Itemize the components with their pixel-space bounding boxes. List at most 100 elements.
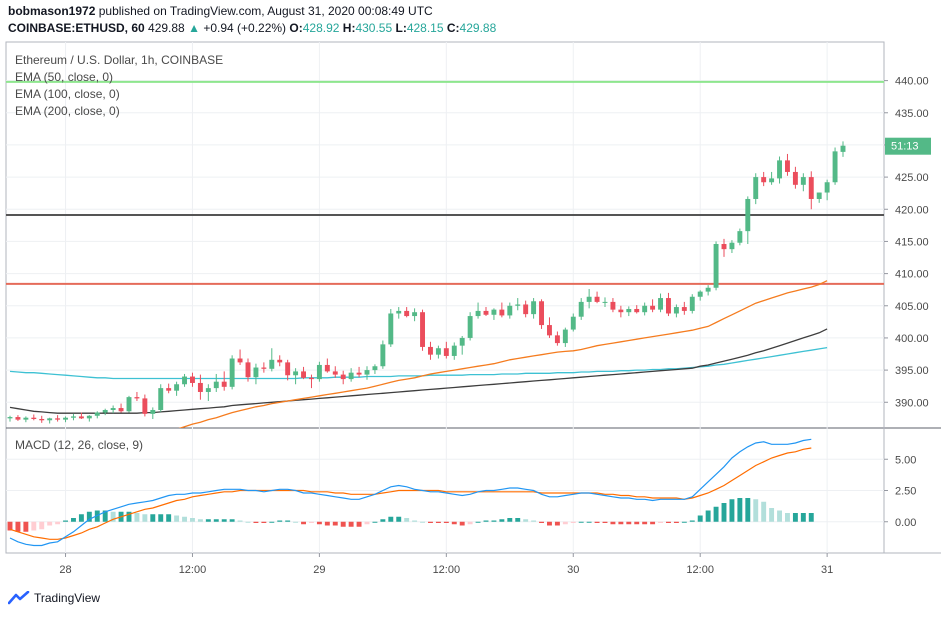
macd-histogram-bar — [435, 521, 441, 523]
candle-body — [586, 296, 592, 302]
candle-body — [166, 388, 172, 391]
candle-body — [737, 231, 743, 243]
candle-body — [824, 182, 830, 193]
candle-body — [309, 377, 314, 380]
candle-body — [618, 309, 624, 313]
macd-histogram-bar — [713, 506, 719, 522]
candle-body — [277, 359, 283, 363]
header-published-line: bobmason1972 published on TradingView.co… — [8, 4, 433, 18]
macd-histogram-bar — [348, 521, 354, 527]
macd-histogram-bar — [562, 521, 568, 525]
macd-histogram-bar — [673, 521, 679, 523]
footer-branding[interactable]: TradingView — [8, 591, 100, 605]
macd-histogram-bar — [39, 521, 45, 530]
macd-histogram-bar — [666, 521, 671, 523]
tradingview-logo-icon — [8, 591, 30, 605]
macd-histogram-bar — [174, 515, 180, 522]
candle-body — [388, 313, 394, 345]
candle-body — [697, 291, 703, 297]
macd-histogram-bar — [332, 521, 338, 526]
macd-histogram-bar — [285, 520, 291, 522]
macd-histogram-bar — [531, 520, 537, 522]
macd-histogram-bar — [364, 521, 370, 525]
candle-body — [63, 417, 68, 420]
candle-body — [785, 160, 790, 172]
macd-pane — [7, 438, 814, 547]
candle-body — [78, 416, 84, 419]
candle-body — [126, 397, 132, 412]
candle-body — [626, 308, 632, 313]
price-tick-label: 440.00 — [895, 76, 929, 88]
macd-histogram-bar — [578, 521, 584, 523]
candle-body — [451, 345, 457, 356]
low-value: 428.15 — [406, 21, 444, 35]
ema200-line — [9, 346, 828, 380]
close-label: C: — [446, 21, 460, 35]
time-tick-label: 30 — [567, 564, 579, 576]
macd-histogram-bar — [372, 521, 378, 523]
open-label: O: — [289, 21, 303, 35]
candle-body — [491, 309, 497, 315]
macd-histogram-bar — [428, 521, 433, 523]
candle-body — [428, 346, 433, 355]
candle-body — [372, 366, 378, 371]
macd-histogram-bar — [293, 521, 299, 523]
candle-body — [213, 381, 219, 389]
candle-body — [554, 335, 560, 344]
macd-histogram-bar — [515, 518, 521, 522]
macd-tick-label: 2.50 — [895, 486, 916, 498]
macd-histogram-bar — [388, 516, 394, 522]
macd-histogram-bar — [443, 521, 449, 523]
price-tick-label: 395.00 — [895, 365, 929, 377]
macd-histogram-bar — [396, 516, 402, 522]
publisher-name[interactable]: bobmason1972 — [8, 4, 96, 18]
candle-body — [47, 418, 53, 421]
macd-histogram-bar — [586, 521, 592, 523]
high-value: 430.55 — [355, 21, 393, 35]
macd-histogram-bar — [150, 514, 156, 522]
macd-histogram-bar — [126, 511, 132, 522]
candle-body — [792, 171, 798, 185]
candle-body — [94, 412, 100, 416]
macd-histogram-bar — [634, 521, 640, 525]
macd-histogram-bar — [729, 499, 735, 522]
macd-histogram-bar — [785, 513, 790, 522]
candle-body — [800, 177, 806, 185]
candle-body — [7, 417, 13, 419]
macd-histogram-bar — [237, 520, 243, 522]
macd-histogram-bar — [808, 513, 814, 522]
candle-body — [134, 397, 140, 399]
candle-body — [681, 307, 687, 311]
candle-body — [269, 359, 275, 369]
candle-body — [190, 376, 195, 383]
candle-body — [301, 371, 306, 378]
macd-histogram-bar — [261, 521, 267, 523]
candle-body — [650, 305, 656, 310]
candle-body — [816, 192, 822, 199]
price-pane — [6, 80, 884, 428]
candle-body — [340, 374, 346, 380]
candle-body — [531, 301, 537, 315]
candle-body — [562, 329, 568, 344]
macd-histogram-bar — [86, 511, 92, 522]
time-tick-label: 12:00 — [433, 564, 461, 576]
macd-histogram-bar — [467, 521, 473, 525]
macd-tick-label: 0.00 — [895, 517, 916, 529]
candle-body — [229, 358, 235, 387]
macd-histogram-bar — [681, 521, 687, 523]
candle-body — [150, 409, 156, 414]
candle-body — [221, 381, 227, 387]
macd-histogram-bar — [483, 520, 489, 522]
candle-body — [118, 408, 124, 412]
candle-body — [499, 309, 505, 316]
candle-body — [459, 337, 465, 346]
macd-histogram-bar — [340, 521, 346, 527]
candle-body — [404, 310, 410, 317]
candle-body — [15, 417, 21, 420]
candle-body — [174, 384, 180, 391]
close-value: 429.88 — [459, 21, 497, 35]
macd-histogram-bar — [253, 521, 259, 523]
candle-body — [71, 416, 76, 418]
legend-ema100: EMA (100, close, 0) — [15, 87, 120, 101]
